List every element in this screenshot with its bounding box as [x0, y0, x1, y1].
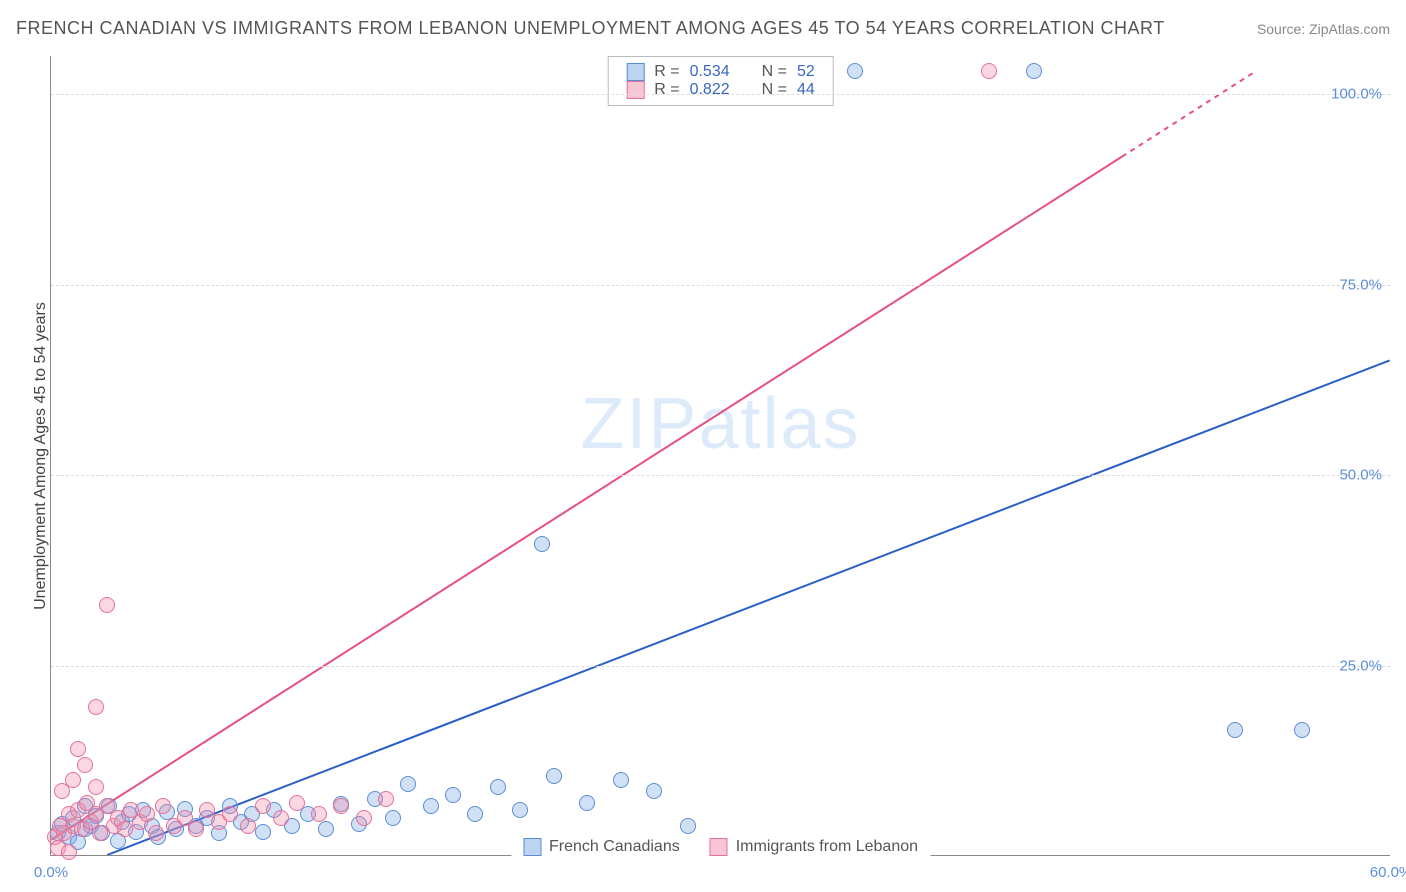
watermark: ZIPatlas [580, 383, 860, 465]
data-point [222, 806, 238, 822]
data-point [240, 818, 256, 834]
data-point [423, 798, 439, 814]
data-point [385, 810, 401, 826]
legend-swatch [710, 838, 728, 856]
data-point [445, 787, 461, 803]
gridline-h [51, 475, 1390, 476]
data-point [1026, 63, 1042, 79]
gridline-h [51, 94, 1390, 95]
legend-item: Immigrants from Lebanon [710, 838, 918, 856]
data-point [378, 791, 394, 807]
data-point [356, 810, 372, 826]
chart-header: FRENCH CANADIAN VS IMMIGRANTS FROM LEBAN… [16, 18, 1390, 39]
data-point [77, 757, 93, 773]
data-point [289, 795, 305, 811]
series-legend: French Canadians Immigrants from Lebanon [511, 834, 930, 860]
trend-line [107, 360, 1390, 855]
data-point [65, 772, 81, 788]
data-point [981, 63, 997, 79]
legend-swatch [523, 838, 541, 856]
r-value: 0.822 [690, 81, 730, 99]
data-point [579, 795, 595, 811]
y-tick-label: 50.0% [1339, 467, 1382, 484]
data-point [333, 798, 349, 814]
data-point [646, 783, 662, 799]
data-point [534, 536, 550, 552]
data-point [88, 779, 104, 795]
r-value: 0.534 [690, 63, 730, 81]
trend-lines-layer [51, 56, 1390, 855]
n-label: N = [762, 63, 787, 81]
data-point [117, 821, 133, 837]
r-label: R = [654, 63, 679, 81]
watermark-atlas: atlas [698, 384, 860, 464]
n-value: 52 [797, 63, 815, 81]
data-point [400, 776, 416, 792]
r-label: R = [654, 81, 679, 99]
n-value: 44 [797, 81, 815, 99]
data-point [273, 810, 289, 826]
data-point [467, 806, 483, 822]
data-point [1227, 722, 1243, 738]
legend-row: R = 0.534 N = 52 [626, 63, 815, 81]
chart-source: Source: ZipAtlas.com [1257, 21, 1390, 37]
legend-row: R = 0.822 N = 44 [626, 81, 815, 99]
gridline-h [51, 666, 1390, 667]
y-tick-label: 100.0% [1331, 86, 1382, 103]
x-tick-label: 60.0% [1370, 864, 1406, 881]
legend-swatch [626, 81, 644, 99]
x-tick-label: 0.0% [34, 864, 68, 881]
data-point [847, 63, 863, 79]
y-tick-label: 25.0% [1339, 657, 1382, 674]
legend-swatch [626, 63, 644, 81]
trend-line-dashed [1122, 71, 1256, 156]
legend-label: French Canadians [549, 838, 680, 856]
source-label: Source: [1257, 21, 1309, 37]
trend-line [51, 157, 1122, 840]
data-point [255, 824, 271, 840]
data-point [61, 844, 77, 860]
data-point [1294, 722, 1310, 738]
y-axis-label: Unemployment Among Ages 45 to 54 years [32, 302, 50, 610]
scatter-plot: Unemployment Among Ages 45 to 54 years Z… [50, 56, 1390, 856]
data-point [139, 806, 155, 822]
legend-item: French Canadians [523, 838, 680, 856]
data-point [99, 597, 115, 613]
data-point [311, 806, 327, 822]
data-point [88, 699, 104, 715]
data-point [680, 818, 696, 834]
y-tick-label: 75.0% [1339, 276, 1382, 293]
data-point [70, 741, 86, 757]
n-label: N = [762, 81, 787, 99]
data-point [546, 768, 562, 784]
data-point [490, 779, 506, 795]
watermark-zip: ZIP [580, 384, 698, 464]
legend-label: Immigrants from Lebanon [736, 838, 918, 856]
data-point [512, 802, 528, 818]
data-point [188, 821, 204, 837]
correlation-legend: R = 0.534 N = 52 R = 0.822 N = 44 [607, 56, 834, 106]
gridline-h [51, 285, 1390, 286]
source-value: ZipAtlas.com [1309, 21, 1390, 37]
data-point [148, 825, 164, 841]
data-point [613, 772, 629, 788]
chart-title: FRENCH CANADIAN VS IMMIGRANTS FROM LEBAN… [16, 18, 1165, 39]
data-point [318, 821, 334, 837]
